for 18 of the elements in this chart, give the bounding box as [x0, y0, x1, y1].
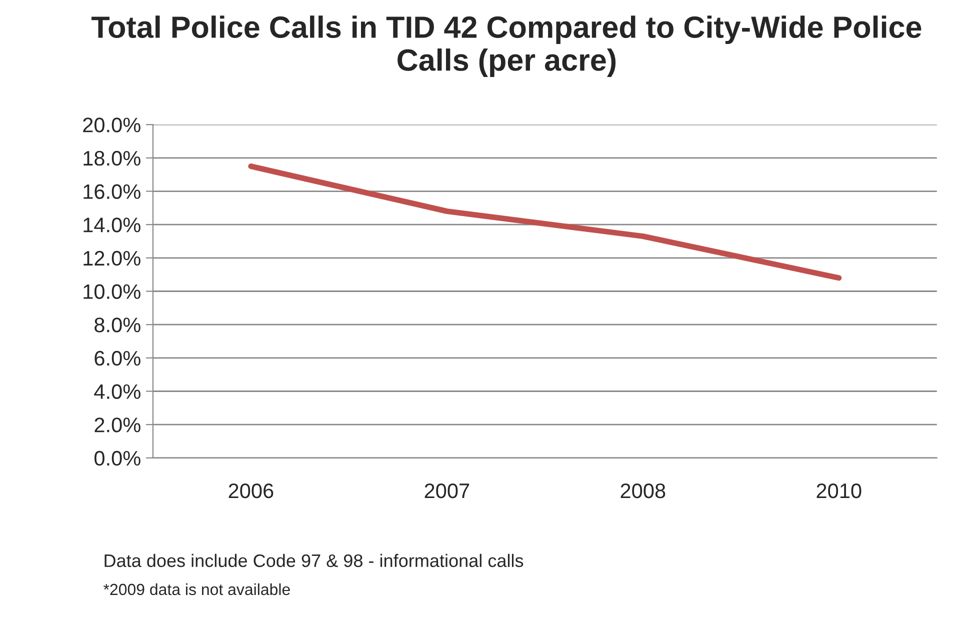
y-tick-label: 10.0% [84, 284, 140, 300]
x-tick-label: 2008 [620, 483, 666, 498]
y-tick-label: 4.0% [94, 384, 140, 399]
text: Data does include Code 97 & 98 - informational calls [104, 554, 524, 568]
y-tick-label: 20.0% [83, 118, 140, 132]
y-tick-label: 18.0% [84, 150, 140, 166]
y-tick-label: 6.0% [94, 350, 140, 366]
y-tick-label: 12.0% [84, 250, 140, 266]
x-tick-label: 2010 [816, 483, 862, 498]
y-tick-label: 2.0% [94, 418, 140, 432]
y-tick-label: 14.0% [84, 218, 140, 232]
x-tick-label: 2006 [228, 483, 274, 498]
x-tick-label: 2007 [424, 483, 470, 498]
chart-title: Total Police Calls in TID 42 Compared to City-Wide Police Calls (per acre) [91, 16, 922, 77]
y-tick-label: 16.0% [84, 184, 140, 200]
text: *2009 data is not available [104, 583, 290, 596]
y-tick-label: 0.0% [94, 450, 140, 466]
y-tick-label: 8.0% [94, 318, 140, 332]
